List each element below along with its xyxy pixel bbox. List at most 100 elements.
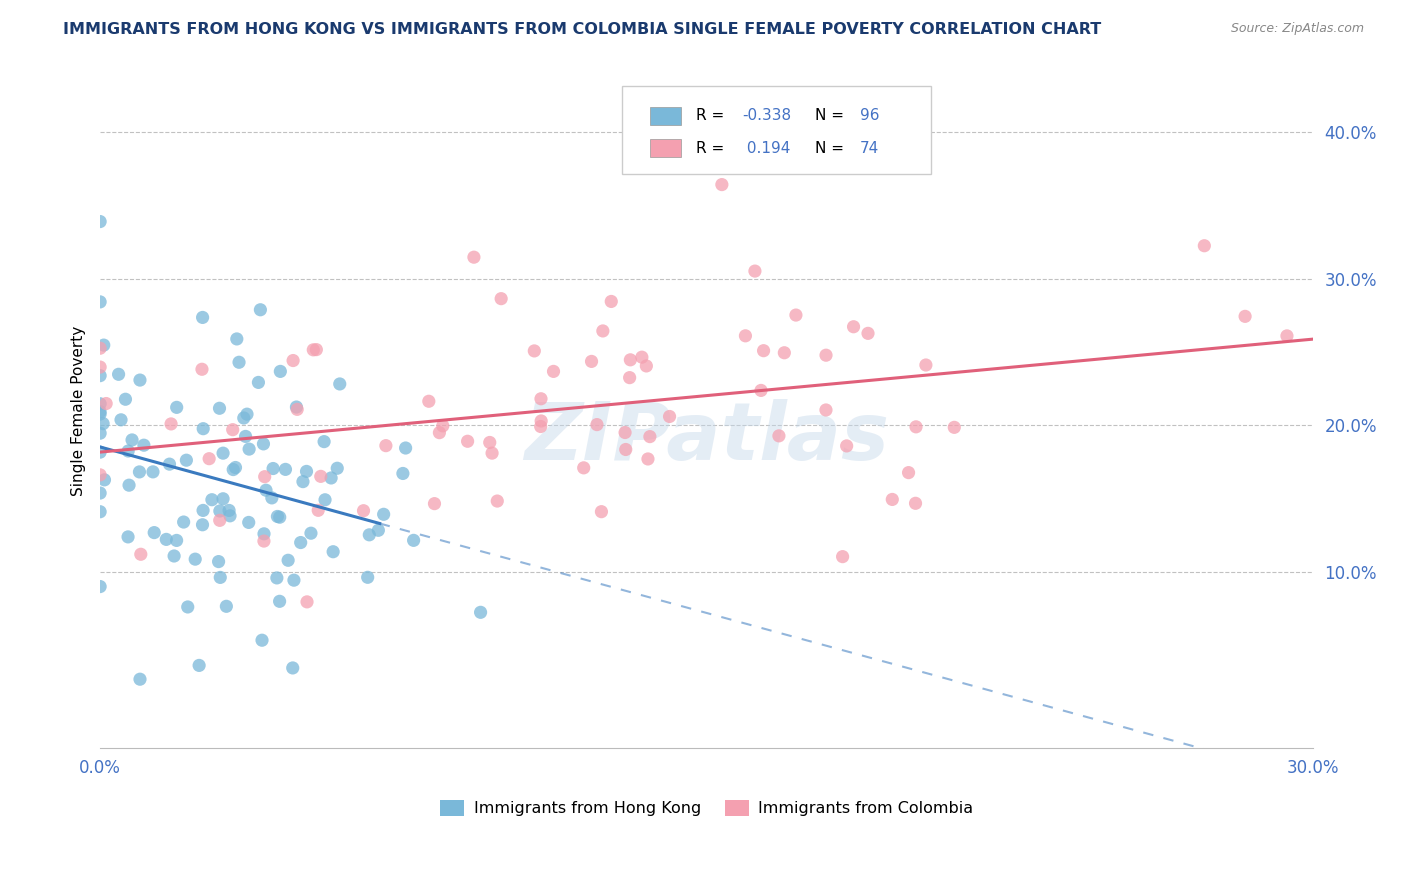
Point	[89, 407, 111, 421]
FancyBboxPatch shape	[621, 87, 931, 174]
Point	[212, 491, 235, 506]
Point	[260, 491, 283, 505]
Point	[309, 469, 332, 483]
Point	[107, 368, 129, 382]
Point	[814, 348, 837, 362]
Point	[91, 417, 114, 431]
Point	[305, 343, 328, 357]
Point	[285, 400, 308, 414]
Point	[638, 429, 661, 443]
Point	[658, 409, 681, 424]
Point	[215, 599, 238, 614]
Point	[636, 359, 658, 373]
Y-axis label: Single Female Poverty: Single Female Poverty	[72, 326, 86, 496]
Point	[481, 446, 503, 460]
Point	[89, 397, 111, 411]
Point	[359, 528, 381, 542]
Point	[353, 504, 375, 518]
Text: R =: R =	[696, 141, 728, 156]
Point	[198, 451, 221, 466]
Point	[89, 426, 111, 441]
Point	[173, 515, 195, 529]
Point	[307, 503, 329, 517]
Point	[418, 394, 440, 409]
Point	[89, 214, 111, 228]
Point	[110, 413, 132, 427]
Point	[486, 494, 509, 508]
Point	[129, 547, 152, 561]
Point	[238, 516, 260, 530]
Point	[367, 523, 389, 537]
Point	[614, 425, 637, 440]
Text: -0.338: -0.338	[742, 108, 792, 123]
Point	[262, 461, 284, 475]
Point	[249, 302, 271, 317]
Text: 96: 96	[859, 108, 879, 123]
Point	[89, 445, 111, 459]
Legend: Immigrants from Hong Kong, Immigrants from Colombia: Immigrants from Hong Kong, Immigrants fr…	[433, 794, 980, 822]
Point	[457, 434, 479, 449]
Point	[269, 364, 291, 378]
Point	[266, 509, 288, 524]
Point	[129, 373, 152, 387]
Point	[394, 441, 416, 455]
Point	[392, 467, 415, 481]
Point	[314, 434, 336, 449]
Point	[228, 355, 250, 369]
Point	[283, 573, 305, 587]
Point	[290, 535, 312, 549]
Point	[591, 505, 613, 519]
Point	[285, 402, 308, 417]
Point	[314, 492, 336, 507]
Point	[159, 457, 181, 471]
Point	[191, 310, 214, 325]
Point	[218, 503, 240, 517]
Point	[247, 376, 270, 390]
Point	[93, 338, 115, 352]
Point	[208, 401, 231, 416]
Point	[321, 471, 343, 485]
Point	[572, 460, 595, 475]
Point	[212, 446, 235, 460]
Text: 74: 74	[859, 141, 879, 156]
Point	[166, 401, 188, 415]
Point	[89, 360, 111, 375]
Point	[856, 326, 879, 341]
Point	[184, 552, 207, 566]
Point	[163, 549, 186, 563]
Point	[191, 503, 214, 517]
Point	[326, 461, 349, 475]
Point	[89, 580, 111, 594]
Point	[374, 439, 396, 453]
Point	[274, 462, 297, 476]
Point	[785, 308, 807, 322]
Point	[219, 508, 242, 523]
Point	[117, 530, 139, 544]
Point	[581, 354, 603, 368]
Point	[89, 405, 111, 419]
Point	[773, 345, 796, 359]
Point	[357, 570, 380, 584]
Point	[89, 505, 111, 519]
Point	[232, 411, 254, 425]
Point	[710, 178, 733, 192]
Point	[89, 341, 111, 355]
Point	[814, 403, 837, 417]
Point	[402, 533, 425, 548]
Point	[478, 435, 501, 450]
Point	[897, 466, 920, 480]
Point	[225, 332, 247, 346]
Point	[277, 553, 299, 567]
Text: Source: ZipAtlas.com: Source: ZipAtlas.com	[1230, 22, 1364, 36]
Point	[943, 420, 966, 434]
Point	[831, 549, 853, 564]
Point	[176, 453, 198, 467]
Point	[752, 343, 775, 358]
Text: IMMIGRANTS FROM HONG KONG VS IMMIGRANTS FROM COLOMBIA SINGLE FEMALE POVERTY CORR: IMMIGRANTS FROM HONG KONG VS IMMIGRANTS …	[63, 22, 1101, 37]
Point	[160, 417, 183, 431]
Point	[222, 462, 245, 476]
Text: N =: N =	[814, 141, 849, 156]
Point	[193, 422, 215, 436]
Point	[295, 595, 318, 609]
Point	[631, 350, 654, 364]
